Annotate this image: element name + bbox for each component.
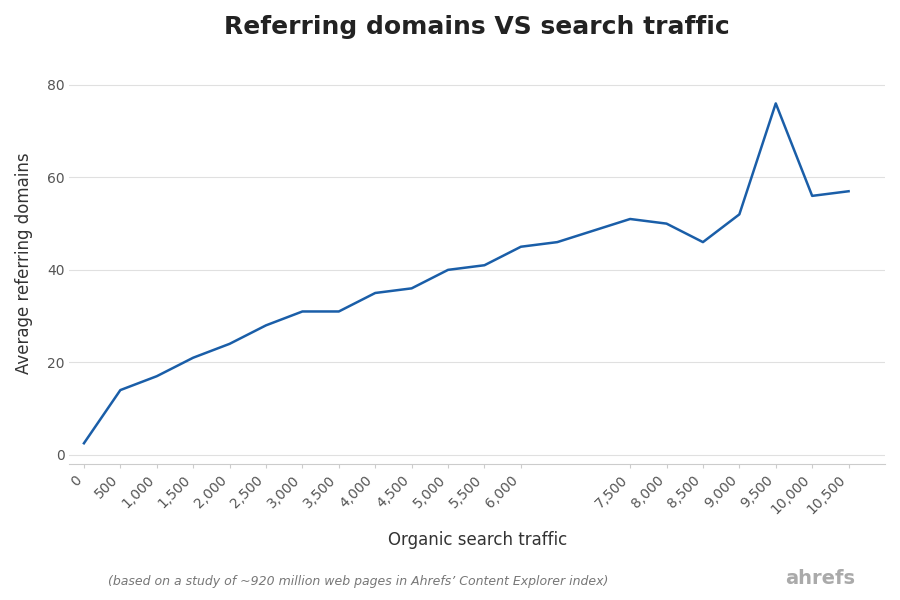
X-axis label: Organic search traffic: Organic search traffic xyxy=(388,531,567,549)
Y-axis label: Average referring domains: Average referring domains xyxy=(15,152,33,374)
Text: ahrefs: ahrefs xyxy=(785,569,855,588)
Title: Referring domains VS search traffic: Referring domains VS search traffic xyxy=(224,15,730,39)
Text: (based on a study of ~920 million web pages in Ahrefs’ Content Explorer index): (based on a study of ~920 million web pa… xyxy=(108,575,608,588)
